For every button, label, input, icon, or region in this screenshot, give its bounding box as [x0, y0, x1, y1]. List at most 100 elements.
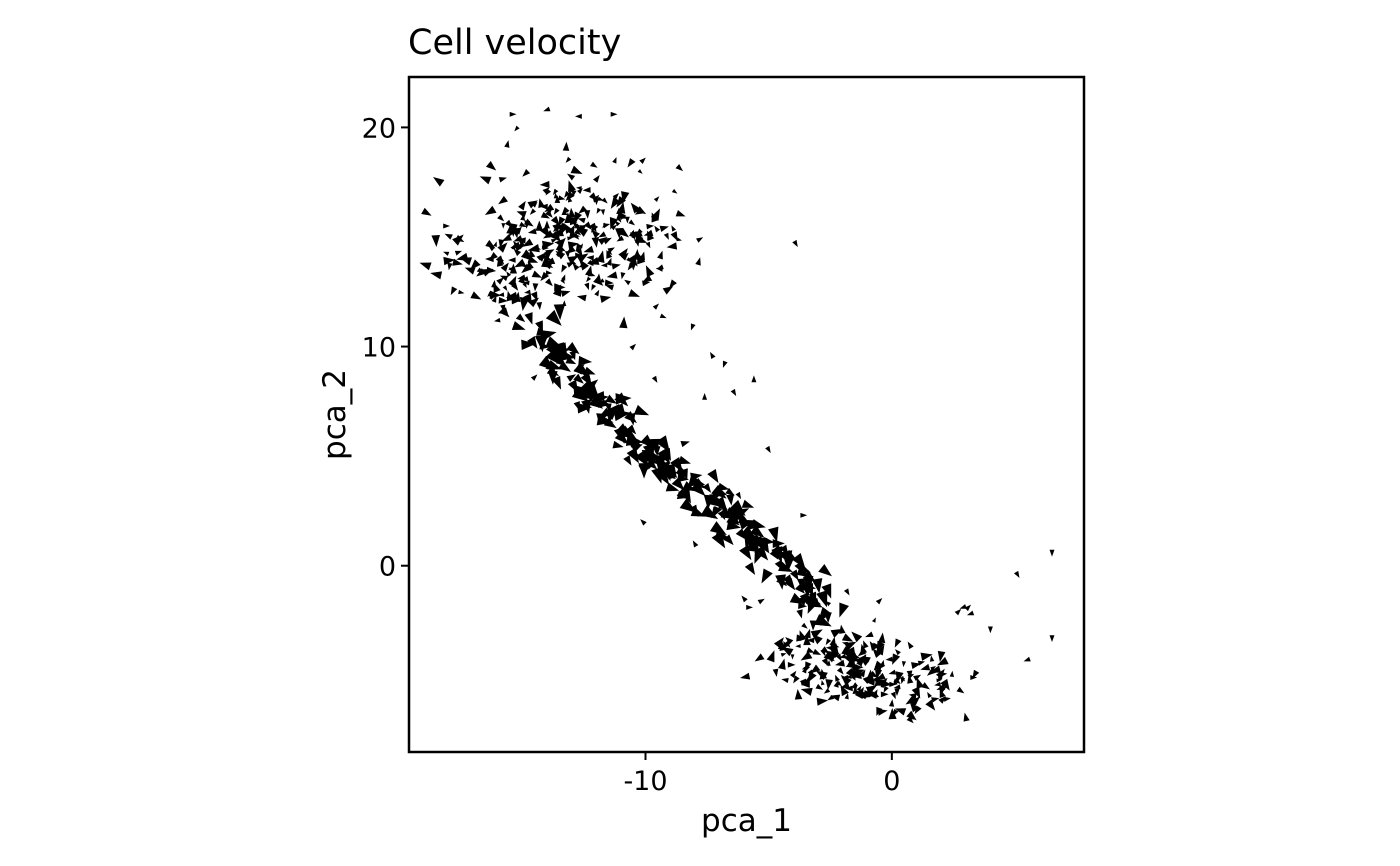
- velocity-arrow: [508, 257, 516, 263]
- velocity-arrow: [430, 271, 443, 280]
- velocity-arrow: [532, 283, 539, 292]
- velocity-arrow: [647, 460, 658, 470]
- velocity-arrow: [784, 577, 796, 591]
- velocity-arrow: [772, 668, 779, 677]
- velocity-arrow: [934, 681, 941, 687]
- velocity-arrow: [642, 443, 655, 461]
- velocity-arrow: [566, 173, 576, 181]
- velocity-arrow: [930, 665, 937, 671]
- velocity-arrow: [651, 375, 658, 383]
- velocity-arrow: [587, 271, 596, 277]
- velocity-arrow: [454, 250, 463, 256]
- velocity-arrow: [865, 631, 874, 638]
- velocity-arrow: [840, 684, 849, 697]
- velocity-arrow: [579, 225, 586, 235]
- velocity-arrow: [757, 598, 765, 605]
- velocity-arrow: [911, 662, 922, 670]
- velocity-arrow: [843, 588, 850, 596]
- velocity-arrow: [433, 176, 445, 187]
- velocity-arrow: [506, 271, 512, 278]
- velocity-arrow: [567, 241, 579, 249]
- velocity-arrow: [610, 111, 618, 117]
- velocity-arrow: [585, 379, 599, 392]
- velocity-arrow: [431, 234, 440, 248]
- velocity-arrow: [621, 191, 630, 204]
- velocity-arrow: [906, 716, 914, 724]
- velocity-arrow: [806, 647, 815, 653]
- velocity-arrow: [781, 677, 789, 683]
- velocity-arrow: [592, 194, 600, 202]
- velocity-arrow: [814, 613, 832, 627]
- velocity-arrow: [730, 388, 737, 397]
- velocity-arrow: [726, 494, 735, 506]
- velocity-arrow: [421, 207, 432, 216]
- velocity-arrow: [656, 264, 664, 270]
- velocity-arrow: [1049, 635, 1055, 642]
- velocity-arrow: [800, 681, 808, 686]
- velocity-arrow: [860, 657, 870, 666]
- velocity-arrow: [591, 229, 600, 239]
- velocity-arrow: [517, 274, 526, 281]
- velocity-arrow: [626, 257, 632, 263]
- velocity-arrow: [725, 487, 735, 496]
- velocity-arrow: [553, 207, 560, 215]
- velocity-arrow: [909, 696, 921, 707]
- velocity-arrow: [575, 252, 583, 259]
- velocity-arrow: [653, 196, 660, 203]
- velocity-arrow: [443, 251, 450, 256]
- y-tick-label: 0: [379, 552, 396, 583]
- velocity-arrow: [794, 689, 803, 700]
- velocity-arrow: [508, 275, 517, 287]
- velocity-arrow: [586, 276, 592, 283]
- velocity-arrow: [872, 642, 882, 650]
- velocity-arrow: [800, 687, 813, 696]
- velocity-arrow: [452, 258, 463, 266]
- velocity-arrow: [561, 274, 566, 281]
- velocity-arrow: [956, 686, 965, 694]
- velocity-arrow: [702, 393, 708, 400]
- velocity-arrow: [645, 241, 651, 249]
- velocity-arrow: [498, 195, 508, 205]
- velocity-arrow: [810, 664, 821, 674]
- velocity-arrow: [596, 413, 610, 423]
- velocity-arrow: [646, 223, 655, 230]
- velocity-arrow: [606, 257, 612, 266]
- velocity-arrow: [508, 267, 515, 273]
- velocity-arrow: [569, 185, 575, 193]
- velocity-arrow: [824, 654, 836, 663]
- velocity-arrow: [611, 263, 621, 270]
- velocity-arrow: [565, 356, 577, 365]
- velocity-arrow: [523, 218, 534, 227]
- velocity-arrow: [545, 348, 561, 366]
- velocity-arrow: [485, 239, 496, 249]
- velocity-arrow: [723, 534, 734, 546]
- velocity-arrow: [614, 392, 629, 407]
- points-layer: [419, 106, 1055, 724]
- velocity-arrow: [617, 201, 626, 214]
- velocity-arrow: [778, 561, 793, 572]
- velocity-arrow: [821, 657, 829, 667]
- velocity-arrow: [536, 252, 547, 262]
- velocity-arrow: [498, 296, 508, 304]
- velocity-arrow: [522, 168, 531, 177]
- velocity-arrow: [857, 648, 867, 657]
- velocity-arrow: [612, 157, 617, 164]
- velocity-arrow: [650, 208, 661, 221]
- velocity-arrow: [877, 632, 886, 644]
- velocity-arrow: [768, 526, 779, 543]
- velocity-arrow: [836, 667, 844, 675]
- velocity-arrow: [545, 249, 555, 257]
- velocity-arrow: [521, 263, 532, 274]
- velocity-arrow: [613, 409, 631, 422]
- velocity-arrow: [722, 360, 728, 368]
- velocity-arrow: [735, 491, 742, 500]
- velocity-arrow: [812, 648, 822, 656]
- velocity-arrow: [628, 289, 640, 297]
- velocity-arrow: [885, 656, 893, 662]
- velocity-arrow: [582, 370, 591, 381]
- velocity-arrow: [657, 250, 663, 260]
- velocity-arrow: [591, 259, 596, 266]
- velocity-arrow: [766, 650, 775, 663]
- velocity-arrow: [552, 188, 559, 196]
- velocity-arrow: [487, 291, 493, 297]
